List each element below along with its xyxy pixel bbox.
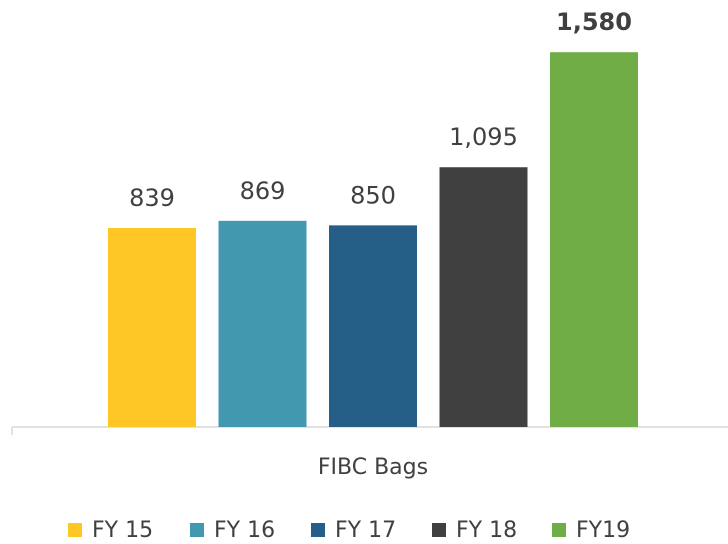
legend-label: FY 15 xyxy=(92,518,153,543)
bar xyxy=(439,167,528,427)
data-label: 1,095 xyxy=(449,123,518,151)
data-label: 839 xyxy=(129,184,175,212)
legend-label: FY19 xyxy=(576,518,630,543)
legend-label: FY 18 xyxy=(456,518,517,543)
data-label: 850 xyxy=(350,181,396,209)
data-label: 1,580 xyxy=(556,8,632,36)
legend-swatch xyxy=(311,523,325,537)
legend-label: FY 16 xyxy=(214,518,275,543)
data-label: 869 xyxy=(240,177,286,205)
bar xyxy=(108,227,196,427)
x-tick-label: FIBC Bags xyxy=(318,455,428,480)
legend-swatch xyxy=(190,523,204,537)
bar xyxy=(329,225,417,427)
legend-swatch xyxy=(432,523,446,537)
bar xyxy=(550,52,638,427)
legend-swatch xyxy=(552,523,566,537)
bar xyxy=(218,220,307,427)
legend-swatch xyxy=(68,523,82,537)
legend-label: FY 17 xyxy=(335,518,396,543)
